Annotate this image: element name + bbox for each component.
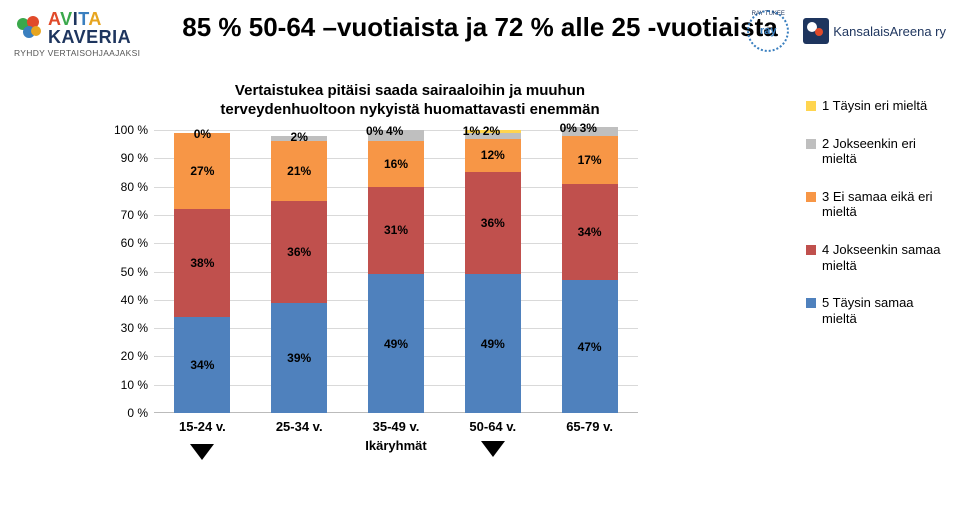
y-tick-label: 80 % <box>108 180 148 194</box>
legend-swatch <box>806 192 816 202</box>
bar-segment: 17% <box>562 136 618 184</box>
legend: 1 Täysin eri mieltä 2 Jokseenkin eri miel… <box>806 98 942 348</box>
segment-top-label: 0% <box>560 121 577 135</box>
hands-icon <box>14 13 44 43</box>
segment-top-label: 0% <box>366 124 383 138</box>
chart: 0 % 10 % 20 % 30 % 40 % 50 % 60 % 70 % 80 % 90 % 1… <box>108 130 638 455</box>
kansalaisareena-logo: KansalaisAreena ry <box>803 18 946 44</box>
segment-label: 49% <box>368 337 424 351</box>
ray-text: ray <box>760 25 777 37</box>
segment-label: 38% <box>174 256 230 270</box>
segment-label: 27% <box>174 164 230 178</box>
legend-item: 1 Täysin eri mieltä <box>806 98 942 114</box>
segment-label: 34% <box>174 358 230 372</box>
bar-segment: 31% <box>368 187 424 275</box>
bars-container: 27%38%34%0%15-24 v.21%36%39%2%25-34 v.16… <box>154 130 638 413</box>
segment-top-label: 3% <box>580 121 597 135</box>
bar-segment: 39% <box>271 303 327 413</box>
segment-top-label: 2% <box>271 130 327 144</box>
segment-label: 34% <box>562 225 618 239</box>
bar-segment: 49% <box>465 274 521 413</box>
segment-label: 49% <box>465 337 521 351</box>
bar-segment: 12% <box>465 139 521 173</box>
kaveria-text: KAVERIA <box>48 28 131 46</box>
segment-top-label: 4% <box>386 124 403 138</box>
bar-segment: 34% <box>562 184 618 280</box>
segment-label: 36% <box>465 216 521 230</box>
y-tick-label: 90 % <box>108 151 148 165</box>
legend-label: 2 Jokseenkin eri mieltä <box>822 136 942 167</box>
bar-segment: 38% <box>174 209 230 317</box>
y-tick-label: 60 % <box>108 236 148 250</box>
segment-label: 39% <box>271 351 327 365</box>
bar-segment: 27% <box>174 133 230 209</box>
segment-top-label: 2% <box>483 124 500 138</box>
x-tick-label: 65-79 v. <box>530 419 650 434</box>
ka-icon <box>803 18 829 44</box>
segment-label: 12% <box>465 148 521 162</box>
bar-segment: 47% <box>562 280 618 413</box>
ka-text: KansalaisAreena ry <box>833 24 946 39</box>
segment-label: 17% <box>562 153 618 167</box>
slide: AVITA KAVERIA RYHDY VERTAISOHJAAJAKSI RA… <box>0 0 960 511</box>
legend-label: 1 Täysin eri mieltä <box>822 98 927 114</box>
legend-swatch <box>806 139 816 149</box>
bar: 16%31%49%0%4%35-49 v. <box>368 130 424 413</box>
bar: 17%34%47%0%3%65-79 v. <box>562 127 618 413</box>
ray-logo: RAY TUKEE ray <box>747 10 789 52</box>
bar-segment: 36% <box>465 172 521 274</box>
bar-segment: 21% <box>271 141 327 200</box>
bar-segment: 36% <box>271 201 327 303</box>
y-tick-label: 50 % <box>108 265 148 279</box>
legend-item: 4 Jokseenkin samaa mieltä <box>806 242 942 273</box>
avita-text: AVITA <box>48 10 131 28</box>
bar: 12%36%49%1%2%50-64 v. <box>465 130 521 413</box>
segment-label: 47% <box>562 340 618 354</box>
y-tick-label: 10 % <box>108 378 148 392</box>
x-axis-title: Ikäryhmät <box>154 438 638 453</box>
segment-label: 21% <box>271 164 327 178</box>
bar-segment: 49% <box>368 274 424 413</box>
ray-arc-text: RAY TUKEE <box>752 11 785 17</box>
legend-label: 4 Jokseenkin samaa mieltä <box>822 242 942 273</box>
legend-item: 3 Ei samaa eikä eri mieltä <box>806 189 942 220</box>
logos-left: AVITA KAVERIA RYHDY VERTAISOHJAAJAKSI <box>14 10 140 58</box>
segment-label: 36% <box>271 245 327 259</box>
legend-item: 2 Jokseenkin eri mieltä <box>806 136 942 167</box>
y-tick-label: 100 % <box>108 123 148 137</box>
legend-swatch <box>806 101 816 111</box>
segment-label: 31% <box>368 223 424 237</box>
bar: 21%36%39%2%25-34 v. <box>271 136 327 413</box>
legend-label: 5 Täysin samaa mieltä <box>822 295 942 326</box>
avita-kaveria-logo: AVITA KAVERIA RYHDY VERTAISOHJAAJAKSI <box>14 10 140 58</box>
bar-segment: 34% <box>174 317 230 413</box>
y-tick-label: 30 % <box>108 321 148 335</box>
chart-subtitle: Vertaistukea pitäisi saada sairaaloihin … <box>190 82 630 120</box>
y-tick-label: 70 % <box>108 208 148 222</box>
segment-top-label: 1% <box>463 124 480 138</box>
y-tick-label: 20 % <box>108 349 148 363</box>
bar: 27%38%34%0%15-24 v. <box>174 133 230 413</box>
legend-swatch <box>806 298 816 308</box>
segment-top-label: 0% <box>174 127 230 141</box>
bar-segment: 16% <box>368 141 424 186</box>
segment-label: 16% <box>368 157 424 171</box>
legend-label: 3 Ei samaa eikä eri mieltä <box>822 189 942 220</box>
legend-item: 5 Täysin samaa mieltä <box>806 295 942 326</box>
y-tick-label: 0 % <box>108 406 148 420</box>
logos-right: RAY TUKEE ray KansalaisAreena ry <box>747 10 946 52</box>
avita-subcaption: RYHDY VERTAISOHJAAJAKSI <box>14 48 140 58</box>
legend-swatch <box>806 245 816 255</box>
y-tick-label: 40 % <box>108 293 148 307</box>
